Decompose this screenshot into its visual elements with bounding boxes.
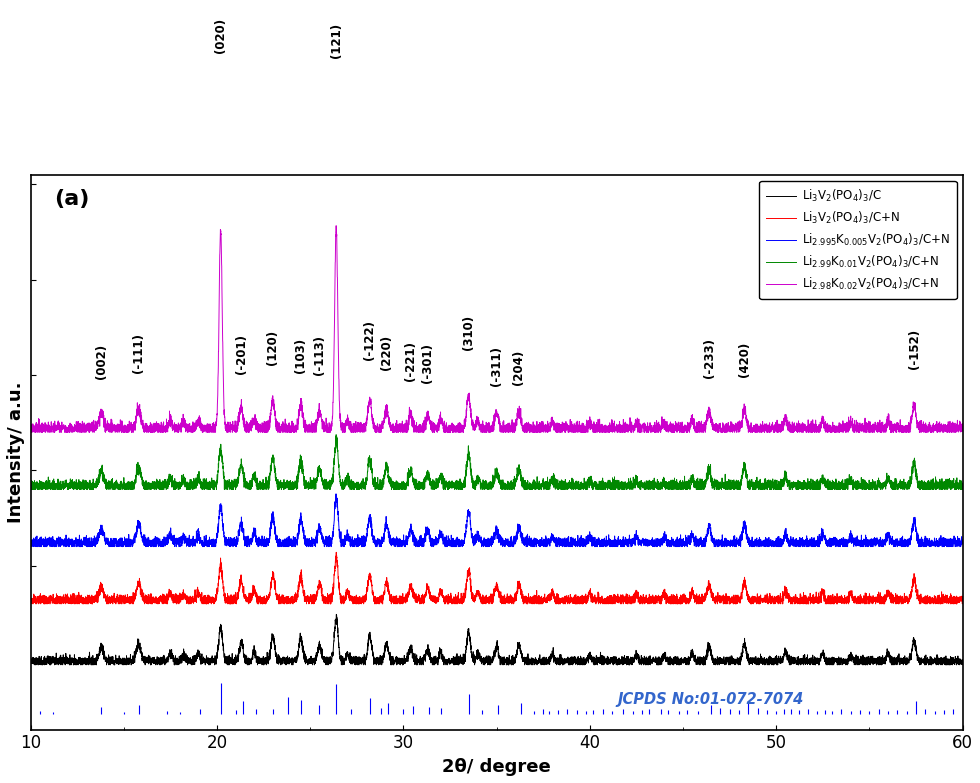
- Li$_{2.98}$K$_{0.02}$V$_2$(PO$_4$)$_3$/C+N: [576, 418, 588, 428]
- Li$_{2.98}$K$_{0.02}$V$_2$(PO$_4$)$_3$/C+N: [363, 401, 374, 410]
- Text: (020): (020): [215, 17, 227, 52]
- Li$_3$V$_2$(PO$_4$)$_3$/C: [715, 654, 727, 663]
- Text: (120): (120): [267, 330, 279, 366]
- Li$_{2.995}$K$_{0.005}$V$_2$(PO$_4$)$_3$/C+N: [617, 542, 629, 551]
- Line: Li$_{2.995}$K$_{0.005}$V$_2$(PO$_4$)$_3$/C+N: Li$_{2.995}$K$_{0.005}$V$_2$(PO$_4$)$_3$…: [30, 494, 962, 547]
- Li$_3$V$_2$(PO$_4$)$_3$/C: [576, 656, 588, 666]
- Li$_3$V$_2$(PO$_4$)$_3$/C+N: [765, 599, 777, 608]
- Li$_3$V$_2$(PO$_4$)$_3$/C+N: [715, 597, 727, 606]
- Li$_{2.99}$K$_{0.01}$V$_2$(PO$_4$)$_3$/C+N: [765, 477, 777, 486]
- Li$_3$V$_2$(PO$_4$)$_3$/C: [72, 656, 83, 666]
- Li$_3$V$_2$(PO$_4$)$_3$/C+N: [27, 599, 39, 608]
- Li$_{2.98}$K$_{0.02}$V$_2$(PO$_4$)$_3$/C+N: [765, 424, 777, 433]
- Li$_{2.99}$K$_{0.01}$V$_2$(PO$_4$)$_3$/C+N: [24, 482, 36, 491]
- Legend: Li$_3$V$_2$(PO$_4$)$_3$/C, Li$_3$V$_2$(PO$_4$)$_3$/C+N, Li$_{2.995}$K$_{0.005}$V: Li$_3$V$_2$(PO$_4$)$_3$/C, Li$_3$V$_2$(P…: [760, 181, 956, 299]
- Li$_3$V$_2$(PO$_4$)$_3$/C: [24, 660, 36, 669]
- Li$_{2.995}$K$_{0.005}$V$_2$(PO$_4$)$_3$/C+N: [715, 535, 727, 544]
- Text: (-221): (-221): [405, 341, 417, 381]
- Line: Li$_3$V$_2$(PO$_4$)$_3$/C+N: Li$_3$V$_2$(PO$_4$)$_3$/C+N: [30, 552, 962, 604]
- Li$_3$V$_2$(PO$_4$)$_3$/C+N: [956, 597, 968, 607]
- Line: Li$_{2.98}$K$_{0.02}$V$_2$(PO$_4$)$_3$/C+N: Li$_{2.98}$K$_{0.02}$V$_2$(PO$_4$)$_3$/C…: [30, 226, 962, 432]
- Li$_{2.995}$K$_{0.005}$V$_2$(PO$_4$)$_3$/C+N: [956, 537, 968, 547]
- Li$_{2.995}$K$_{0.005}$V$_2$(PO$_4$)$_3$/C+N: [363, 520, 374, 529]
- Text: (a): (a): [54, 189, 89, 209]
- Li$_{2.98}$K$_{0.02}$V$_2$(PO$_4$)$_3$/C+N: [956, 421, 968, 431]
- Li$_{2.99}$K$_{0.01}$V$_2$(PO$_4$)$_3$/C+N: [576, 483, 588, 493]
- Text: (204): (204): [513, 349, 525, 384]
- Li$_{2.995}$K$_{0.005}$V$_2$(PO$_4$)$_3$/C+N: [27, 542, 39, 551]
- Li$_3$V$_2$(PO$_4$)$_3$/C: [616, 659, 628, 668]
- Li$_3$V$_2$(PO$_4$)$_3$/C+N: [363, 581, 374, 590]
- Text: (121): (121): [329, 23, 343, 58]
- Text: (-113): (-113): [313, 335, 326, 375]
- Line: Li$_{2.99}$K$_{0.01}$V$_2$(PO$_4$)$_3$/C+N: Li$_{2.99}$K$_{0.01}$V$_2$(PO$_4$)$_3$/C…: [30, 435, 962, 489]
- Li$_{2.99}$K$_{0.01}$V$_2$(PO$_4$)$_3$/C+N: [72, 485, 83, 494]
- Text: (002): (002): [95, 345, 108, 380]
- Text: (-111): (-111): [132, 334, 145, 373]
- Li$_{2.99}$K$_{0.01}$V$_2$(PO$_4$)$_3$/C+N: [617, 478, 629, 487]
- Text: (-233): (-233): [703, 338, 715, 378]
- Text: (-311): (-311): [490, 346, 503, 386]
- Li$_{2.99}$K$_{0.01}$V$_2$(PO$_4$)$_3$/C+N: [26, 485, 38, 494]
- Li$_{2.98}$K$_{0.02}$V$_2$(PO$_4$)$_3$/C+N: [330, 221, 342, 230]
- Li$_3$V$_2$(PO$_4$)$_3$/C: [765, 656, 777, 666]
- Text: (420): (420): [738, 341, 751, 377]
- Li$_{2.99}$K$_{0.01}$V$_2$(PO$_4$)$_3$/C+N: [956, 482, 968, 491]
- Li$_3$V$_2$(PO$_4$)$_3$/C+N: [617, 595, 629, 604]
- Li$_3$V$_2$(PO$_4$)$_3$/C+N: [24, 594, 36, 604]
- Li$_{2.98}$K$_{0.02}$V$_2$(PO$_4$)$_3$/C+N: [715, 426, 727, 435]
- Text: (-201): (-201): [234, 334, 248, 373]
- Li$_{2.98}$K$_{0.02}$V$_2$(PO$_4$)$_3$/C+N: [24, 428, 36, 437]
- Li$_{2.98}$K$_{0.02}$V$_2$(PO$_4$)$_3$/C+N: [72, 420, 83, 430]
- Text: (310): (310): [462, 315, 475, 350]
- Li$_3$V$_2$(PO$_4$)$_3$/C+N: [72, 595, 83, 604]
- Y-axis label: Intensity/ a.u.: Intensity/ a.u.: [7, 381, 24, 523]
- Li$_{2.995}$K$_{0.005}$V$_2$(PO$_4$)$_3$/C+N: [72, 535, 83, 544]
- Li$_{2.99}$K$_{0.01}$V$_2$(PO$_4$)$_3$/C+N: [330, 430, 342, 439]
- Text: (-122): (-122): [364, 320, 376, 360]
- Li$_3$V$_2$(PO$_4$)$_3$/C: [363, 641, 374, 651]
- Li$_{2.995}$K$_{0.005}$V$_2$(PO$_4$)$_3$/C+N: [576, 541, 588, 550]
- Li$_3$V$_2$(PO$_4$)$_3$/C: [956, 655, 968, 665]
- Li$_{2.995}$K$_{0.005}$V$_2$(PO$_4$)$_3$/C+N: [24, 538, 36, 547]
- Text: (-152): (-152): [907, 329, 920, 369]
- Line: Li$_3$V$_2$(PO$_4$)$_3$/C: Li$_3$V$_2$(PO$_4$)$_3$/C: [30, 615, 962, 665]
- Li$_{2.99}$K$_{0.01}$V$_2$(PO$_4$)$_3$/C+N: [715, 479, 727, 489]
- Li$_{2.99}$K$_{0.01}$V$_2$(PO$_4$)$_3$/C+N: [363, 461, 374, 471]
- Text: (220): (220): [380, 335, 393, 370]
- Li$_3$V$_2$(PO$_4$)$_3$/C+N: [576, 599, 588, 608]
- Li$_{2.98}$K$_{0.02}$V$_2$(PO$_4$)$_3$/C+N: [24, 425, 36, 435]
- Li$_{2.995}$K$_{0.005}$V$_2$(PO$_4$)$_3$/C+N: [765, 537, 777, 547]
- Text: (103): (103): [294, 338, 308, 373]
- X-axis label: 2θ/ degree: 2θ/ degree: [442, 758, 551, 776]
- Text: (-301): (-301): [421, 343, 434, 383]
- Li$_3$V$_2$(PO$_4$)$_3$/C: [330, 610, 342, 619]
- Li$_{2.98}$K$_{0.02}$V$_2$(PO$_4$)$_3$/C+N: [617, 422, 629, 431]
- Text: JCPDS No:01-072-7074: JCPDS No:01-072-7074: [617, 692, 804, 707]
- Li$_{2.995}$K$_{0.005}$V$_2$(PO$_4$)$_3$/C+N: [330, 489, 342, 499]
- Li$_3$V$_2$(PO$_4$)$_3$/C+N: [330, 547, 342, 557]
